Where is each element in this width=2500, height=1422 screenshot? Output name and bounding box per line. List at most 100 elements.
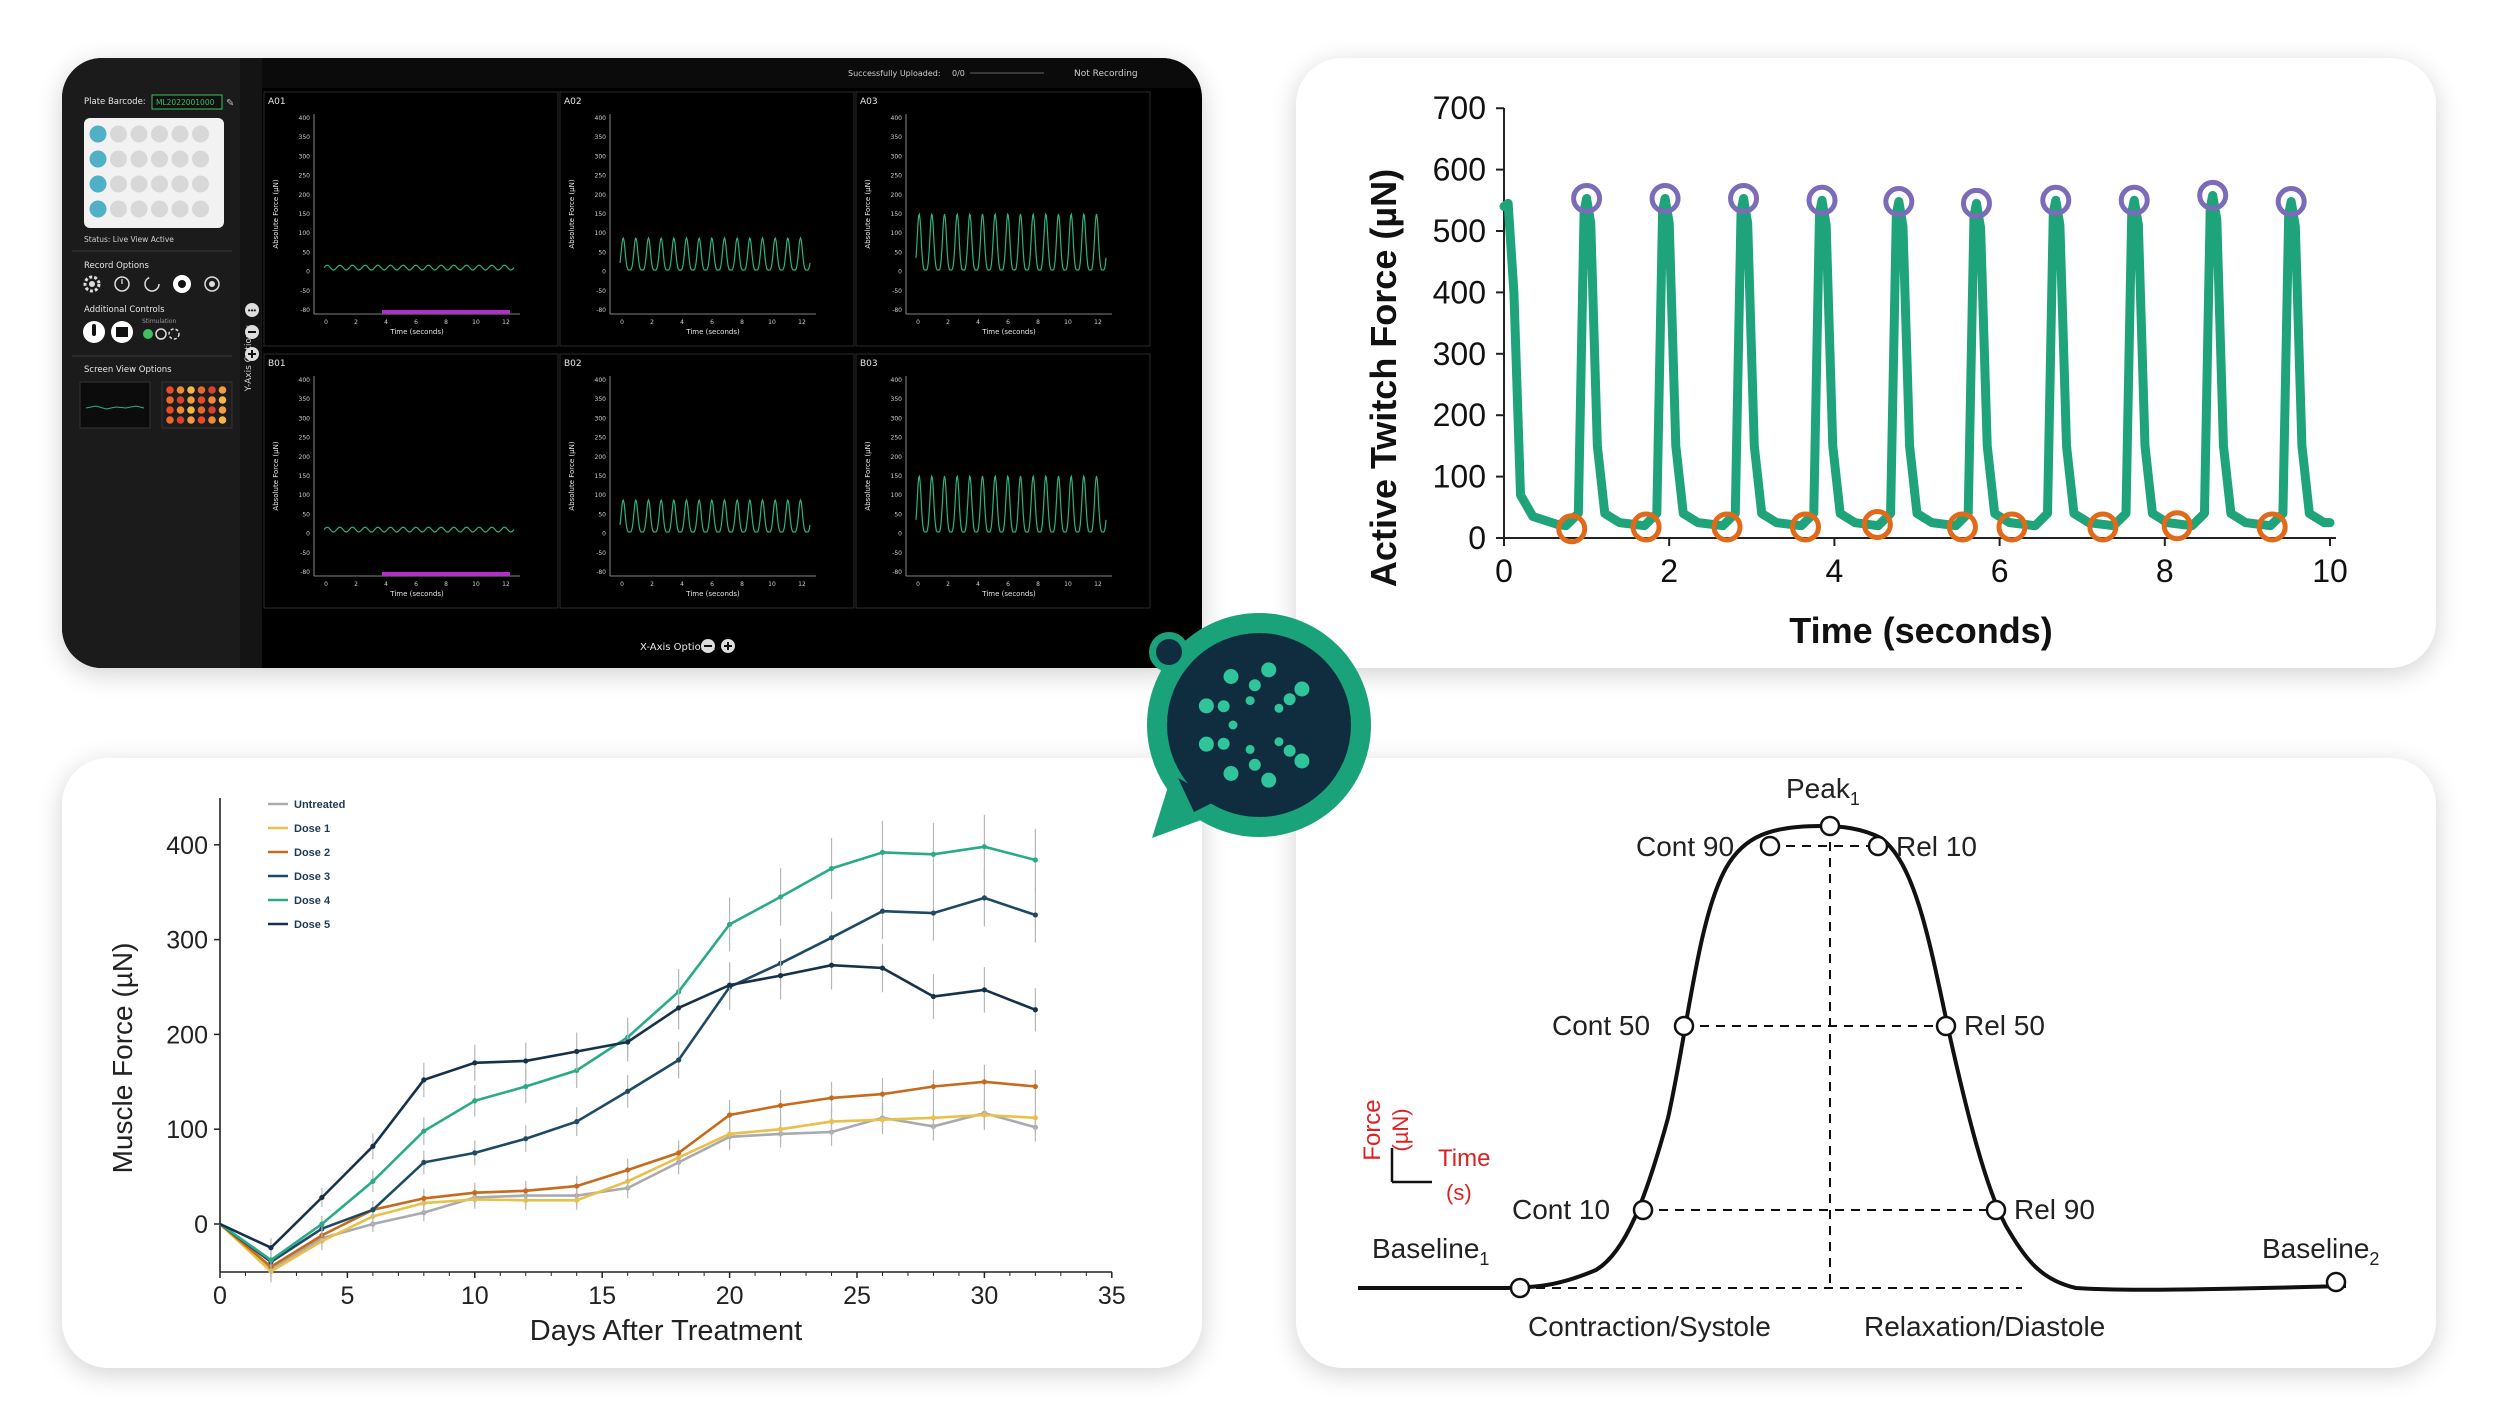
well-circle[interactable] <box>171 150 189 168</box>
data-point <box>727 982 733 988</box>
plate-barcode-value: ML2022001000 <box>156 98 215 107</box>
well-circle[interactable] <box>192 125 209 143</box>
well-circle[interactable] <box>151 125 168 143</box>
more-icon: ••• <box>248 306 257 315</box>
well-circle[interactable] <box>89 175 107 193</box>
well-circle[interactable] <box>89 125 107 143</box>
data-point <box>828 865 835 872</box>
force-trace <box>619 236 811 271</box>
well-circle[interactable] <box>130 125 148 143</box>
peak-marker <box>2118 184 2150 216</box>
well-circle[interactable] <box>192 150 209 168</box>
x-axis-title: Time (seconds) <box>981 328 1036 336</box>
stim-config-icon[interactable] <box>168 328 180 340</box>
well-plot-a03[interactable]: A03 400 350 300 250 200 150 100 50 0 -50 -80 0 2 4 6 8 10… <box>855 91 1151 347</box>
gear-icon[interactable] <box>83 275 101 293</box>
y-tick-label: 150 <box>595 473 607 480</box>
logo-dot <box>1223 765 1239 781</box>
y-tick-label: 500 <box>1433 213 1486 249</box>
well-circle[interactable] <box>89 200 107 218</box>
x-tick-label: 4 <box>384 581 388 588</box>
x-tick-label: 10 <box>472 581 480 588</box>
y-tick-label: 600 <box>1433 152 1486 188</box>
rel10-label: Rel 10 <box>1896 831 1977 862</box>
well-circle[interactable] <box>130 150 148 168</box>
y-tick-label: 250 <box>299 435 311 442</box>
well-circle[interactable] <box>130 200 148 218</box>
y-tick-label: 150 <box>595 211 607 218</box>
y-tick-label: 200 <box>891 454 903 461</box>
y-tick-label: -80 <box>300 569 310 576</box>
well-circle[interactable] <box>192 200 209 218</box>
well-circle[interactable] <box>130 175 148 193</box>
thermometer-icon[interactable] <box>83 321 105 343</box>
well-circle[interactable] <box>171 175 189 193</box>
well-circle[interactable] <box>171 200 189 218</box>
y-tick-label: 0 <box>1468 520 1486 556</box>
x-tick-label: 0 <box>620 319 624 326</box>
well-plate <box>84 118 224 228</box>
heatmap-cell <box>187 396 195 404</box>
x-tick-label: 8 <box>740 581 744 588</box>
data-point <box>727 921 733 928</box>
heatmap-cell <box>197 406 206 414</box>
clock-icon[interactable] <box>114 276 130 292</box>
markers <box>1556 179 2307 545</box>
live-view-icon[interactable] <box>173 275 191 293</box>
well-grid <box>89 125 209 218</box>
y-tick-label: 400 <box>166 832 208 860</box>
logo-dot <box>1217 737 1230 750</box>
twitch-force-chart: 0 100 200 300 400 500 600 700 0 2 4 6 8 10 Active Twi… <box>1363 90 2348 651</box>
calibrate-icon[interactable] <box>144 276 160 292</box>
well-circle[interactable] <box>171 125 189 143</box>
well-plot-b02[interactable]: B02 400 350 300 250 200 150 100 50 0 -50 -80 0 2 4 6 8 10… <box>559 353 855 609</box>
y-tick-label: 0 <box>898 531 902 538</box>
y-tick-label: 250 <box>595 435 607 442</box>
peak-label: Peak1 <box>1786 773 1860 809</box>
force-trace <box>915 212 1107 271</box>
well-circle[interactable] <box>151 175 168 193</box>
well-plot-a02[interactable]: A02 400 350 300 250 200 150 100 50 0 -50 -80 0 2 4 6 8 10… <box>559 91 855 347</box>
y-tick-label: -80 <box>596 307 606 314</box>
stimulation-icon[interactable] <box>111 321 133 343</box>
x-axis-options-label: X-Axis Options: <box>640 642 716 653</box>
force-trace <box>323 526 515 533</box>
heatmap-cell <box>208 406 216 414</box>
edit-pencil-icon[interactable]: ✎ <box>226 98 234 109</box>
peak-marker <box>1728 182 1760 214</box>
data-point <box>625 1167 631 1173</box>
well-id-label: B02 <box>564 359 582 369</box>
minus-icon <box>704 645 712 647</box>
logo-dot <box>1223 669 1239 685</box>
stim-start-icon[interactable] <box>155 328 167 340</box>
well-circle[interactable] <box>110 175 127 193</box>
well-circle[interactable] <box>89 150 107 168</box>
y-tick-label: 350 <box>595 396 607 403</box>
logo-dot <box>1248 758 1261 771</box>
well-plot-a01[interactable]: A01 400 350 300 250 200 150 100 50 0 -50 -80 0 2 4 6 8 10… <box>263 91 559 347</box>
well-plot-b01[interactable]: B01 400 350 300 250 200 150 100 50 0 -50 -80 0 2 4 6 8 10… <box>263 353 559 609</box>
x-axis-title: Time (seconds) <box>981 590 1036 598</box>
force-trace <box>323 264 515 271</box>
well-circle[interactable] <box>110 125 127 143</box>
y-tick-label: 0 <box>306 269 310 276</box>
well-circle[interactable] <box>151 150 168 168</box>
well-circle[interactable] <box>151 200 168 218</box>
well-circle[interactable] <box>110 200 127 218</box>
x-tick-label: 12 <box>798 319 806 326</box>
legend-label: Untreated <box>294 799 345 811</box>
heatmap-cell <box>176 386 185 394</box>
heatmap-cell <box>166 396 174 404</box>
record-icon[interactable] <box>204 276 220 292</box>
y-tick-label: 50 <box>894 249 902 256</box>
well-circle[interactable] <box>192 175 209 193</box>
x-tick-label: 2 <box>1660 553 1678 589</box>
y-options-more-button[interactable] <box>245 303 259 317</box>
single-view-button[interactable] <box>79 381 151 429</box>
well-circle[interactable] <box>110 150 127 168</box>
logo-dot <box>1274 737 1284 747</box>
stim-active-icon[interactable] <box>143 329 153 339</box>
plate-barcode-input[interactable] <box>151 94 223 110</box>
x-tick-label: 10 <box>1064 581 1072 588</box>
well-plot-b03[interactable]: B03 400 350 300 250 200 150 100 50 0 -50 -80 0 2 4 6 8 10… <box>855 353 1151 609</box>
